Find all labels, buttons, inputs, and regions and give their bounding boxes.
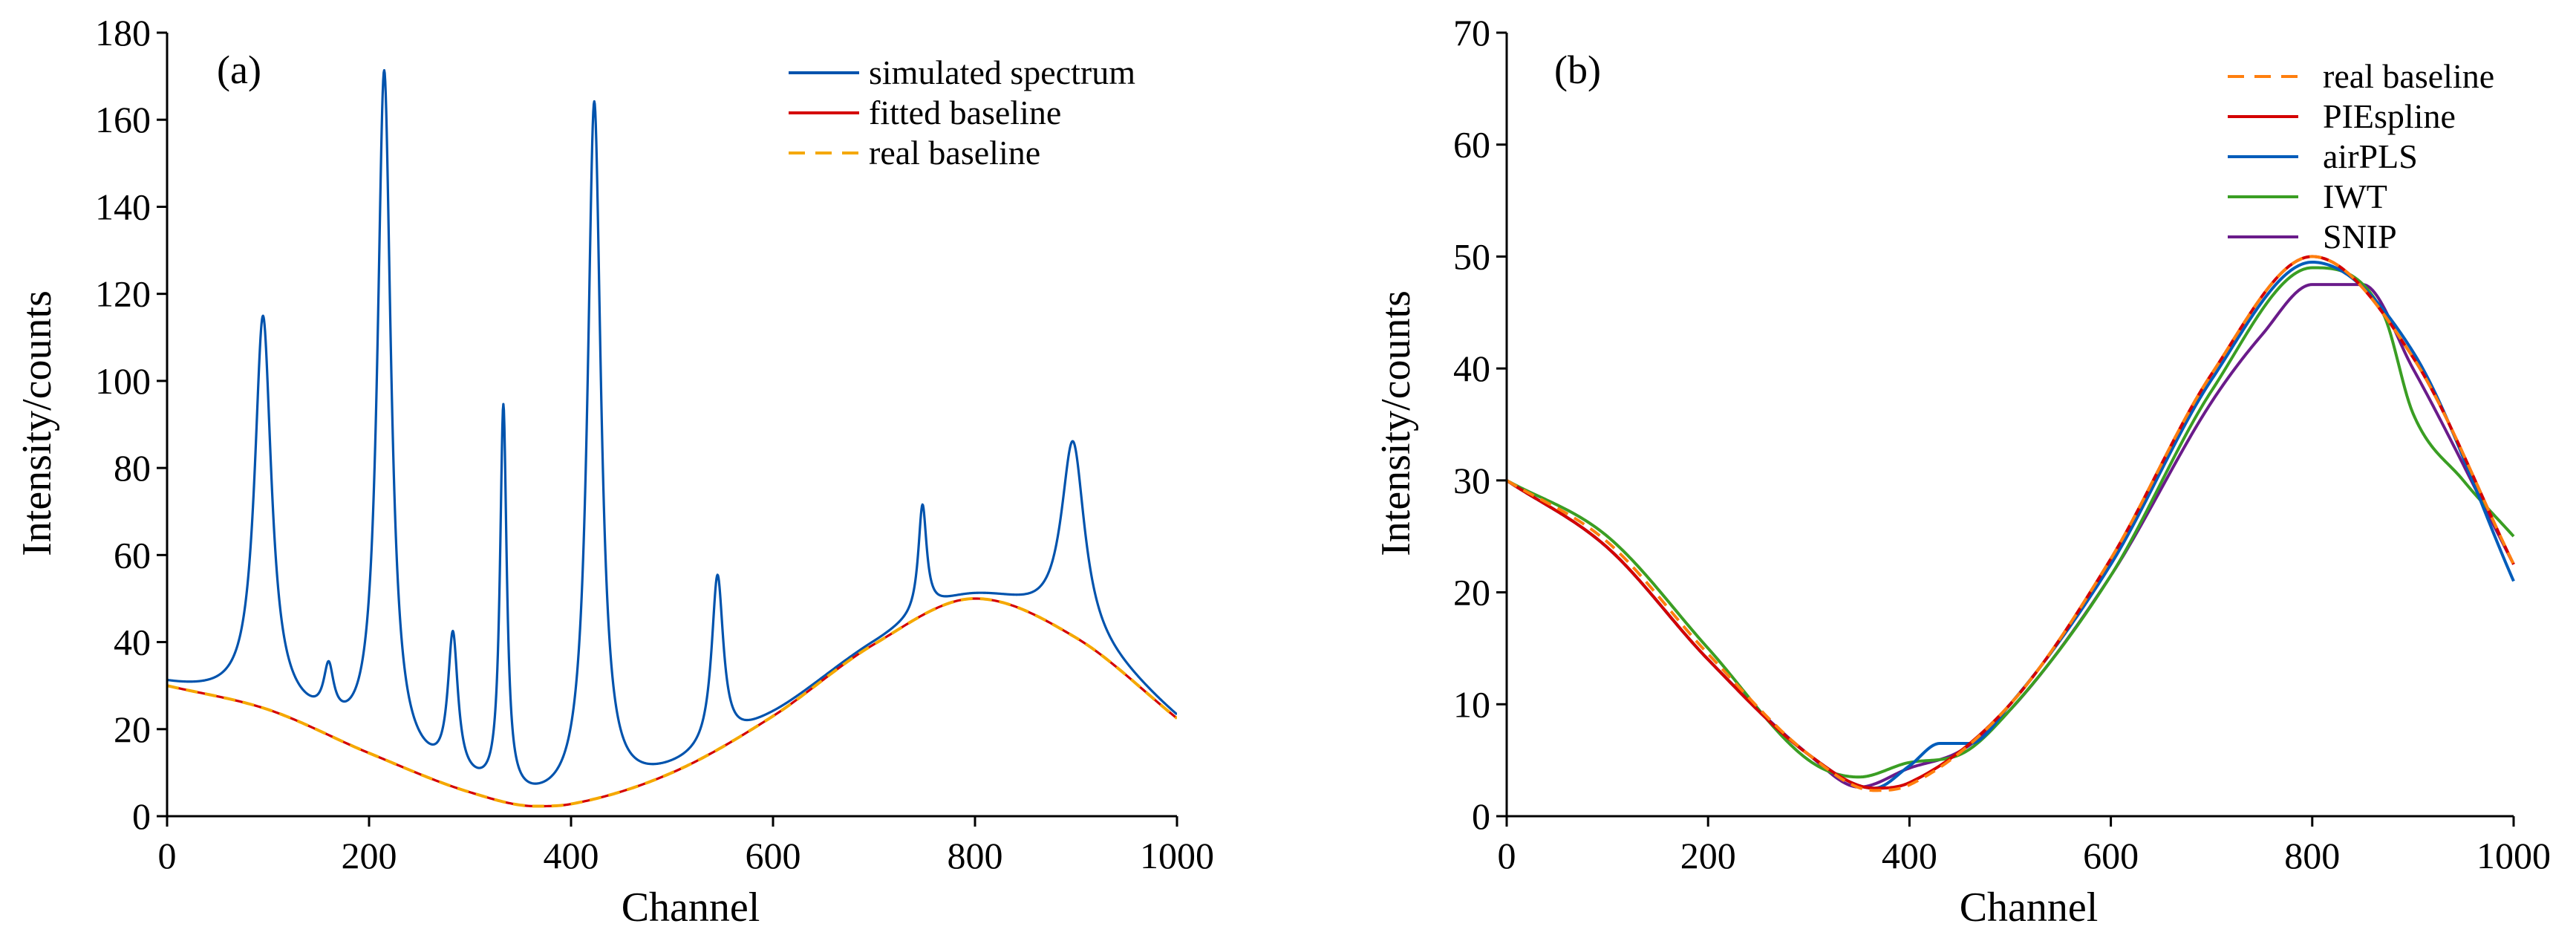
y-tick-label: 0 xyxy=(1472,795,1490,837)
series-iwt xyxy=(1507,266,2515,779)
y-tick-label: 50 xyxy=(1453,235,1490,277)
x-tick-label: 0 xyxy=(1498,835,1516,876)
series-real-baseline xyxy=(167,596,1177,808)
panel-a-x-ticks: 0 200 400 600 800 1000 xyxy=(158,816,1214,876)
panel-b-plot-area xyxy=(1507,255,2515,792)
y-tick-label: 100 xyxy=(95,360,151,402)
panel-b-y-ticks: 0 10 20 30 40 50 60 70 xyxy=(1453,12,1507,837)
y-tick-label: 20 xyxy=(114,709,151,750)
y-tick-label: 20 xyxy=(1453,572,1490,613)
y-tick-label: 10 xyxy=(1453,683,1490,725)
x-tick-label: 600 xyxy=(746,835,801,876)
panel-a-x-axis-title: Channel xyxy=(622,885,760,931)
x-tick-label: 400 xyxy=(1882,835,1937,876)
y-tick-label: 180 xyxy=(95,12,151,53)
y-tick-label: 70 xyxy=(1453,12,1490,53)
y-tick-label: 160 xyxy=(95,99,151,140)
series-fitted-baseline xyxy=(167,597,1177,808)
y-tick-label: 80 xyxy=(114,447,151,489)
y-tick-label: 40 xyxy=(1453,348,1490,389)
panel-a-y-ticks: 0 20 40 60 80 100 120 140 160 180 xyxy=(95,12,167,837)
y-tick-label: 140 xyxy=(95,186,151,227)
y-tick-label: 120 xyxy=(95,273,151,315)
y-tick-label: 60 xyxy=(1453,124,1490,166)
panel-a-y-axis-title: Intensity/counts xyxy=(14,290,60,556)
x-tick-label: 200 xyxy=(342,835,397,876)
x-tick-label: 400 xyxy=(544,835,599,876)
panel-a-label: (a) xyxy=(217,48,261,92)
x-tick-label: 800 xyxy=(948,835,1003,876)
x-tick-label: 1000 xyxy=(2476,835,2551,876)
legend-label: real baseline xyxy=(869,134,1040,172)
legend-label: IWT xyxy=(2323,177,2387,215)
legend-label: real baseline xyxy=(2323,57,2494,95)
series-real-baseline xyxy=(1507,255,2515,792)
legend-label: SNIP xyxy=(2323,218,2397,255)
x-tick-label: 1000 xyxy=(1140,835,1214,876)
panel-b-x-axis-title: Channel xyxy=(1960,885,2099,931)
y-tick-label: 40 xyxy=(114,622,151,663)
y-tick-label: 0 xyxy=(132,795,151,837)
x-tick-label: 800 xyxy=(2284,835,2340,876)
series-simulated-spectrum xyxy=(167,68,1177,785)
x-tick-label: 200 xyxy=(1680,835,1736,876)
x-tick-label: 0 xyxy=(158,835,177,876)
legend-label: PIEspline xyxy=(2323,97,2456,135)
y-tick-label: 60 xyxy=(114,534,151,576)
panel-b-chart: 0 10 20 30 40 50 60 70 0 200 400 600 800 1000 (b) Ch… xyxy=(1373,12,2551,931)
legend-label: simulated spectrum xyxy=(869,53,1135,91)
legend-label: fitted baseline xyxy=(869,94,1061,131)
x-tick-label: 600 xyxy=(2083,835,2139,876)
panel-a-chart: 0 20 40 60 80 100 120 140 160 180 0 200 400 600 800 10… xyxy=(14,12,1214,931)
panel-b-label: (b) xyxy=(1554,48,1601,92)
panel-b-y-axis-title: Intensity/counts xyxy=(1373,290,1419,556)
legend-label: airPLS xyxy=(2323,137,2418,175)
panel-a-plot-area xyxy=(167,68,1177,808)
y-tick-label: 30 xyxy=(1453,460,1490,501)
panel-b-x-ticks: 0 200 400 600 800 1000 xyxy=(1498,816,2551,876)
